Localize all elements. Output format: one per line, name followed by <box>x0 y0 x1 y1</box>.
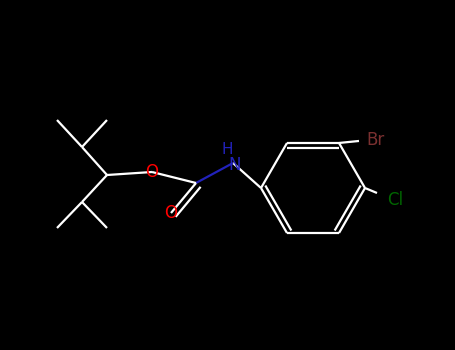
Text: N: N <box>229 156 241 174</box>
Text: O: O <box>146 163 158 181</box>
Text: H: H <box>221 141 233 156</box>
Text: Br: Br <box>366 131 384 149</box>
Text: Cl: Cl <box>387 191 403 209</box>
Text: O: O <box>165 204 177 222</box>
